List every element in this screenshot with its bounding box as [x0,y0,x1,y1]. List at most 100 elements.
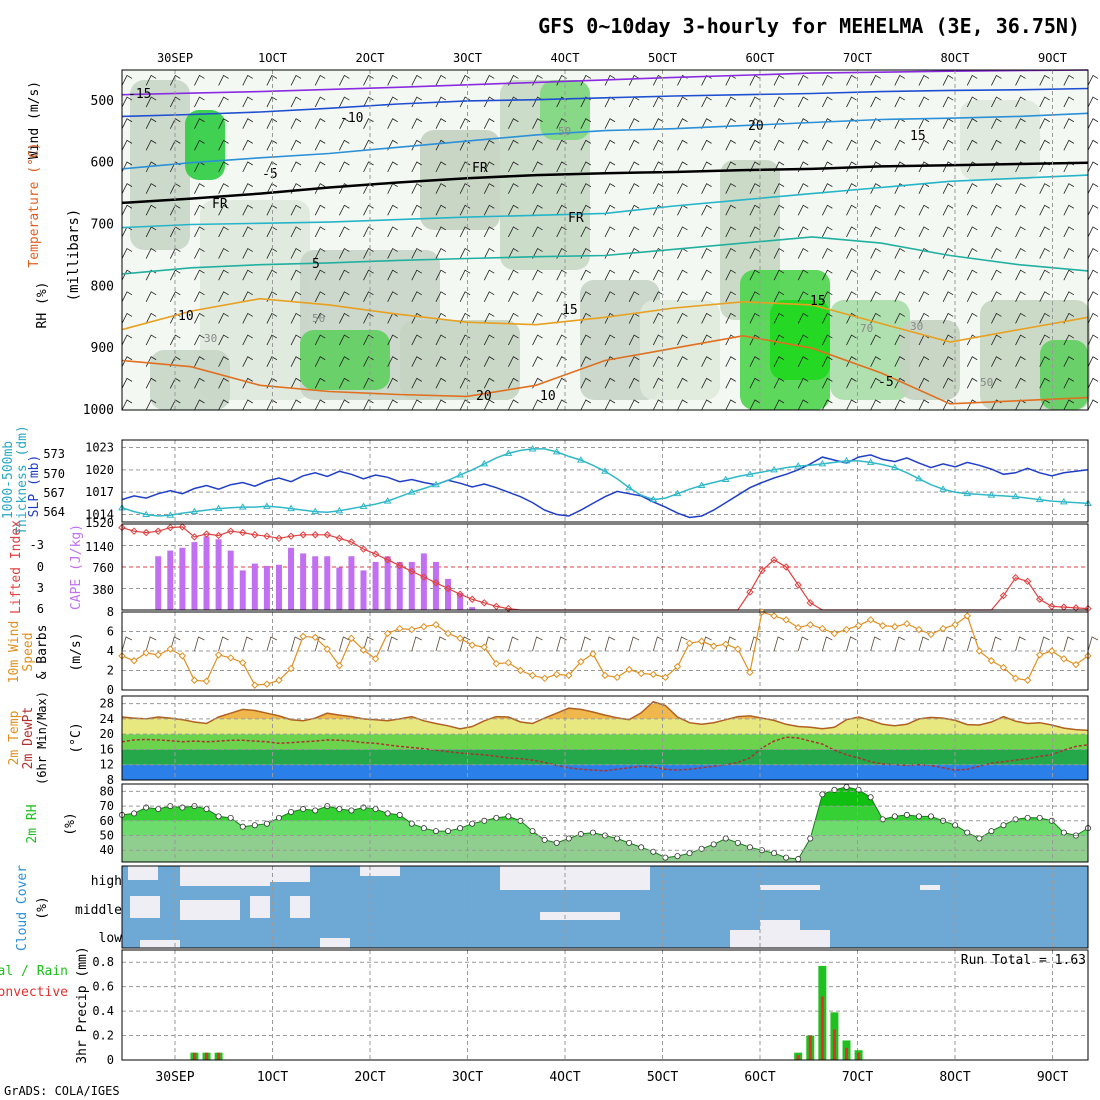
rh-marker [300,806,307,813]
wind-barb [821,204,833,216]
wind-barb [580,334,592,346]
pressure-tick: 800 [91,279,114,294]
rh-contour-label: 50 [980,376,993,389]
wind-barb [266,183,278,194]
rh-shade [830,300,910,400]
wind-speed-marker [613,673,621,682]
wind-barb [749,377,761,389]
wind-barb [846,636,857,652]
wind-speed-marker [746,668,754,677]
cloud-ylabel: (%) [35,896,50,919]
wind-barb [677,636,688,652]
wind-barb [1039,312,1050,324]
rh-marker [831,786,838,793]
wind-barb [338,118,350,129]
slp-tick: 1023 [85,440,114,454]
wind-barb [701,74,712,86]
wind-barb [991,204,1002,216]
wind-barb [628,636,640,652]
wind-barb [314,377,326,389]
wind-barb [1087,183,1099,194]
wind-barb [701,291,712,302]
wind-barb [556,269,567,281]
lifted-index-marker [287,532,295,540]
date-label-bottom: 3OCT [452,1070,483,1085]
lifted-index-marker [770,556,778,564]
thickness-tick: 573 [43,447,65,461]
wind-barb [870,74,881,86]
wind-barb [363,226,374,238]
temperature-tick: 12 [100,758,114,772]
wind-barb [701,312,712,324]
isotherm-label: FR [212,197,228,212]
wind-barb [966,312,978,324]
rh-marker [420,825,427,832]
rh-marker [553,839,560,846]
wind-barb [532,139,543,151]
rh-marker [288,808,295,815]
wind-barb [459,161,471,173]
rh-marker [312,807,319,814]
wind-barb [797,291,809,302]
wind-barb [338,74,350,86]
wind-barb [604,161,616,173]
wind-barb [387,356,398,367]
wind-barb [411,312,423,324]
rh-marker [215,813,222,820]
wind-barb [652,399,664,411]
rh-marker [903,811,910,818]
wind-barb [1063,399,1075,411]
wind-barb [773,204,785,216]
wind-barb [870,269,881,281]
wind-barb [749,226,761,238]
wind-barb [459,269,471,281]
wind-barb [773,291,785,302]
rh-marker [807,835,814,842]
wind-barb [652,291,664,302]
slp-series-line [121,448,1089,517]
wind-barb [991,118,1002,129]
wind-barb [218,356,229,367]
wind-barb [314,334,326,346]
wind-barb [942,74,954,86]
wind-barb [821,183,833,194]
wind-barb [797,312,809,324]
lifted-index-marker [806,599,814,607]
wind-barb [991,377,1002,389]
wind-barb [483,269,495,281]
wind-barb [290,226,302,238]
rh-marker [432,828,439,835]
rh-marker [251,822,258,829]
lifted-index-marker [359,545,368,553]
wind-barb [1015,96,1026,108]
wind-barb [532,291,543,302]
cloud-block [140,940,180,948]
cape-bar [263,565,270,610]
wind-barb [1015,636,1026,652]
wind-barb [387,636,398,652]
rh-marker [457,825,464,832]
wind-barb [483,334,495,346]
wind-barb [1063,96,1075,108]
wind-barb [604,226,616,238]
precip-convective-bar [808,1035,812,1060]
wind-barb [218,139,229,151]
wind-barb [145,139,157,151]
isotherm-label: FR [472,161,488,176]
wind-barb [749,96,761,108]
wind-barb [773,377,785,389]
wind-barb [1063,74,1075,86]
rh-contour-label: 30 [204,332,217,345]
precip-convective-bar [857,1052,861,1060]
wind-speed-marker [492,659,501,668]
cape-bar [457,593,464,610]
rh-marker [493,814,500,821]
thickness-marker [552,447,561,455]
rh-marker [734,839,741,846]
dewpoint-line [121,736,1089,772]
wind-speed-marker [552,670,561,679]
wind-barb [435,74,447,86]
wind-speed-marker [420,622,428,631]
thickness-marker [697,481,706,488]
wind-barb [773,312,785,324]
